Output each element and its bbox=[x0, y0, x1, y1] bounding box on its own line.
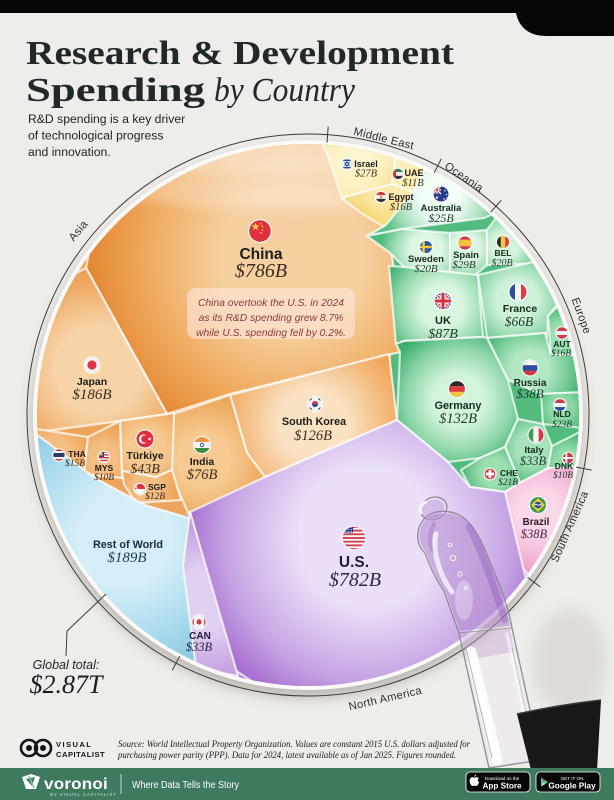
svg-text:UK: UK bbox=[435, 315, 451, 327]
svg-text:Brazil: Brazil bbox=[523, 517, 550, 528]
svg-text:$126B: $126B bbox=[294, 428, 332, 444]
svg-text:$33B: $33B bbox=[520, 454, 547, 468]
svg-text:App Store: App Store bbox=[482, 782, 522, 791]
svg-text:R&D spending is a key driver: R&D spending is a key driver bbox=[28, 112, 185, 126]
svg-text:$15B: $15B bbox=[65, 458, 85, 469]
svg-text:as its R&D spending grew 8.7%: as its R&D spending grew 8.7% bbox=[199, 313, 344, 324]
svg-text:Research & Development: Research & Development bbox=[26, 35, 455, 72]
svg-text:Google Play: Google Play bbox=[548, 782, 596, 791]
svg-text:$189B: $189B bbox=[107, 550, 146, 566]
svg-text:and innovation.: and innovation. bbox=[28, 145, 111, 159]
svg-text:$38B: $38B bbox=[521, 527, 548, 541]
svg-text:$186B: $186B bbox=[72, 387, 111, 403]
svg-text:$23B: $23B bbox=[552, 419, 572, 430]
svg-text:BEL: BEL bbox=[495, 248, 512, 258]
svg-text:of technological progress: of technological progress bbox=[28, 129, 164, 143]
svg-text:$12B: $12B bbox=[145, 491, 165, 502]
svg-text:THA: THA bbox=[68, 449, 85, 459]
svg-text:India: India bbox=[190, 456, 215, 468]
svg-text:Türkiye: Türkiye bbox=[126, 450, 164, 462]
svg-text:$132B: $132B bbox=[439, 411, 477, 427]
svg-text:$76B: $76B bbox=[187, 467, 218, 483]
svg-text:$29B: $29B bbox=[452, 259, 476, 271]
svg-text:$20B: $20B bbox=[491, 258, 512, 269]
svg-text:China: China bbox=[239, 246, 282, 263]
svg-text:while U.S. spending fell by 0.: while U.S. spending fell by 0.2%. bbox=[196, 328, 346, 339]
svg-text:$2.87T: $2.87T bbox=[30, 670, 105, 699]
svg-text:Australia: Australia bbox=[421, 203, 462, 214]
svg-text:U.S.: U.S. bbox=[339, 554, 369, 571]
svg-text:$38B: $38B bbox=[516, 386, 544, 401]
svg-text:purchasing power parity (PPP).: purchasing power parity (PPP). Data for … bbox=[117, 750, 456, 760]
svg-text:CAPITALIST: CAPITALIST bbox=[56, 750, 105, 759]
svg-text:NLD: NLD bbox=[553, 409, 570, 419]
svg-text:$16B: $16B bbox=[390, 202, 413, 213]
svg-text:Where Data Tells the Story: Where Data Tells the Story bbox=[132, 780, 239, 791]
svg-text:$33B: $33B bbox=[186, 640, 213, 654]
svg-text:Russia: Russia bbox=[514, 378, 547, 389]
svg-text:Germany: Germany bbox=[435, 400, 482, 412]
svg-text:$21B: $21B bbox=[498, 477, 518, 488]
svg-text:$16B: $16B bbox=[551, 348, 571, 359]
svg-text:$782B: $782B bbox=[329, 569, 381, 591]
svg-text:AUT: AUT bbox=[553, 339, 571, 349]
svg-text:$11B: $11B bbox=[402, 178, 424, 189]
svg-text:DNK: DNK bbox=[555, 461, 574, 471]
svg-text:Japan: Japan bbox=[77, 376, 107, 388]
svg-text:voronoi: voronoi bbox=[44, 776, 108, 793]
svg-text:Spending: Spending bbox=[26, 72, 205, 109]
svg-text:$66B: $66B bbox=[505, 314, 534, 329]
svg-text:France: France bbox=[503, 303, 538, 315]
svg-text:VISUAL: VISUAL bbox=[56, 740, 92, 749]
svg-text:$10B: $10B bbox=[553, 470, 573, 481]
svg-text:$10B: $10B bbox=[94, 472, 114, 483]
svg-text:Rest of World: Rest of World bbox=[93, 539, 163, 551]
svg-text:$27B: $27B bbox=[355, 169, 378, 180]
svg-text:SGP: SGP bbox=[148, 482, 166, 492]
svg-text:MYS: MYS bbox=[95, 463, 114, 473]
svg-text:$786B: $786B bbox=[235, 260, 287, 282]
svg-text:Sweden: Sweden bbox=[408, 254, 444, 265]
svg-text:$25B: $25B bbox=[428, 211, 454, 225]
svg-text:by Country: by Country bbox=[214, 72, 356, 109]
svg-text:CAN: CAN bbox=[189, 631, 211, 642]
svg-text:$20B: $20B bbox=[414, 263, 438, 275]
svg-text:UAE: UAE bbox=[404, 168, 423, 178]
svg-text:South Korea: South Korea bbox=[282, 416, 347, 428]
svg-text:$87B: $87B bbox=[428, 327, 458, 342]
svg-text:CHE: CHE bbox=[500, 468, 518, 478]
svg-text:Global total:: Global total: bbox=[33, 658, 100, 672]
svg-text:Italy: Italy bbox=[524, 445, 544, 456]
svg-text:Download on the: Download on the bbox=[485, 776, 520, 781]
svg-text:$43B: $43B bbox=[130, 462, 160, 477]
svg-text:China overtook the U.S. in 202: China overtook the U.S. in 2024 bbox=[198, 298, 344, 309]
svg-text:BY VISUAL CAPITALIST: BY VISUAL CAPITALIST bbox=[50, 792, 117, 797]
svg-text:Spain: Spain bbox=[453, 250, 479, 261]
svg-text:Israel: Israel bbox=[354, 159, 378, 169]
svg-text:Source: World Intellectual Pro: Source: World Intellectual Property Orga… bbox=[118, 739, 470, 749]
svg-text:GET IT ON: GET IT ON bbox=[561, 776, 584, 781]
svg-text:Egypt: Egypt bbox=[388, 192, 413, 202]
